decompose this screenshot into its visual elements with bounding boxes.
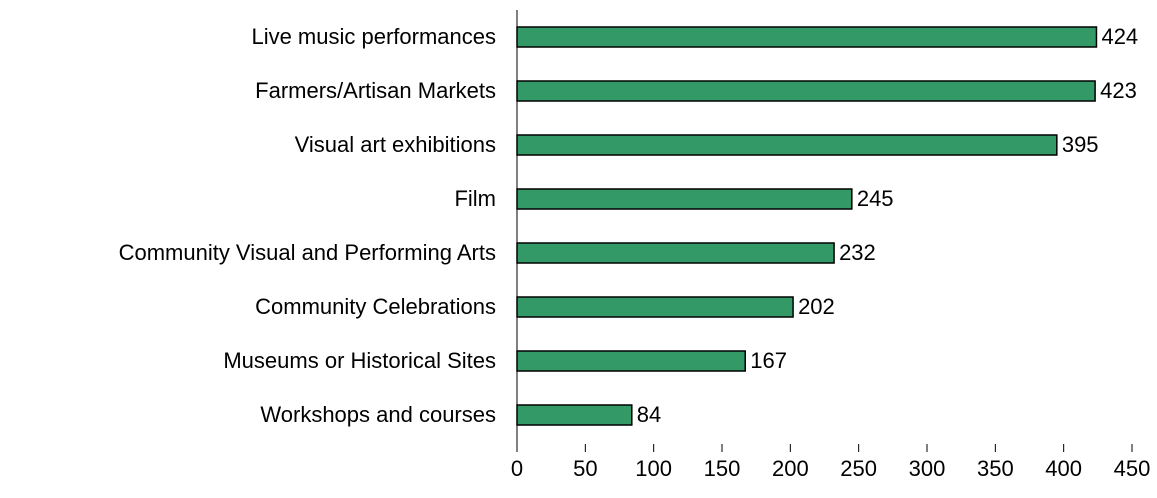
y-tick-label: Farmers/Artisan Markets bbox=[255, 78, 496, 103]
data-label: 232 bbox=[839, 240, 876, 265]
bar bbox=[516, 296, 794, 318]
y-tick-label: Museums or Historical Sites bbox=[223, 348, 496, 373]
bar bbox=[516, 404, 633, 426]
x-tick-label: 0 bbox=[511, 456, 523, 481]
data-label: 423 bbox=[1100, 78, 1137, 103]
x-tick-label: 400 bbox=[1045, 456, 1082, 481]
data-label: 245 bbox=[857, 186, 894, 211]
x-tick-label: 250 bbox=[840, 456, 877, 481]
bar bbox=[516, 80, 1096, 102]
data-label: 84 bbox=[637, 402, 661, 427]
data-label: 395 bbox=[1062, 132, 1099, 157]
data-label: 424 bbox=[1101, 24, 1138, 49]
x-tick-label: 350 bbox=[977, 456, 1014, 481]
y-tick-label: Workshops and courses bbox=[260, 402, 496, 427]
x-tick-label: 450 bbox=[1114, 456, 1151, 481]
x-tick-label: 100 bbox=[635, 456, 672, 481]
bar bbox=[516, 134, 1058, 156]
y-tick-label: Community Celebrations bbox=[255, 294, 496, 319]
bar bbox=[516, 26, 1098, 48]
y-tick-label: Live music performances bbox=[251, 24, 496, 49]
data-label: 202 bbox=[798, 294, 835, 319]
bar bbox=[516, 242, 835, 264]
x-tick-label: 150 bbox=[704, 456, 741, 481]
x-tick-label: 200 bbox=[772, 456, 809, 481]
y-tick-label: Film bbox=[454, 186, 496, 211]
bar bbox=[516, 350, 746, 372]
x-tick-label: 50 bbox=[573, 456, 597, 481]
y-tick-label: Visual art exhibitions bbox=[295, 132, 496, 157]
x-tick-label: 300 bbox=[909, 456, 946, 481]
y-tick-label: Community Visual and Performing Arts bbox=[119, 240, 496, 265]
data-label: 167 bbox=[750, 348, 787, 373]
bar bbox=[516, 188, 853, 210]
